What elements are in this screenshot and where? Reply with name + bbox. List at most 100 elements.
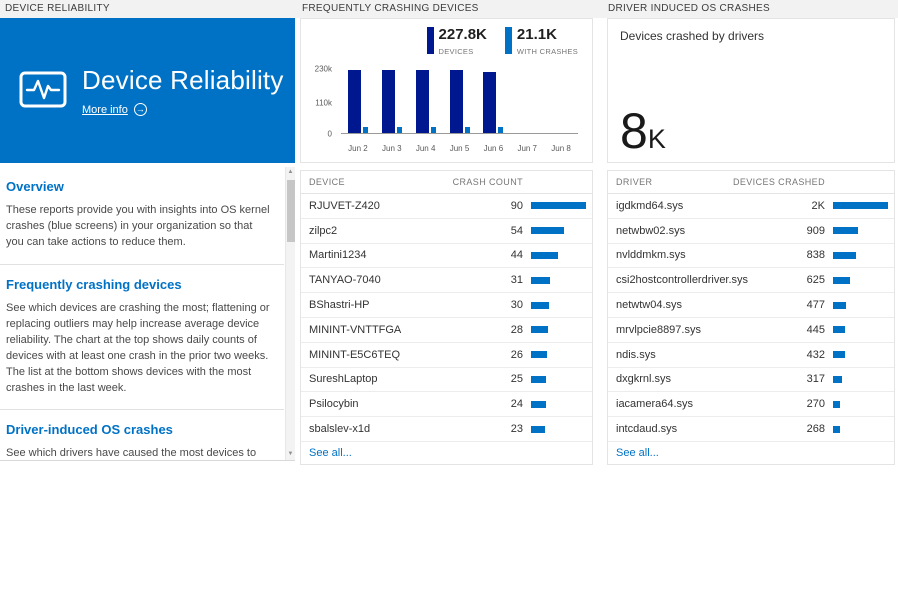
crash-trend-chart-card: 227.8K DEVICES 21.1K WITH CRASHES 230k 110k 0… <box>300 18 593 163</box>
scroll-down-arrow[interactable]: ▼ <box>287 451 294 457</box>
row-bar-fill <box>531 375 547 383</box>
row-value: 2K <box>811 199 825 212</box>
scrollbar[interactable]: ▲ ▼ <box>285 167 295 460</box>
table-row[interactable]: RJUVET-Z420 90 <box>301 194 592 219</box>
y-axis-tick: 0 <box>327 129 332 139</box>
x-axis-label: Jun 3 <box>382 143 402 153</box>
row-bar <box>833 301 888 309</box>
row-name: TANYAO-7040 <box>309 274 381 287</box>
row-value: 25 <box>510 373 523 386</box>
row-value: 445 <box>806 323 825 336</box>
info-section: Overview These reports provide you with i… <box>0 167 284 264</box>
row-bar <box>531 351 586 359</box>
row-bar-fill <box>531 276 550 284</box>
row-bar-fill <box>833 251 857 259</box>
table-row[interactable]: BShastri-HP 30 <box>301 293 592 318</box>
table-row[interactable]: netwbw02.sys 909 <box>608 219 894 244</box>
table-row[interactable]: MININT-E5C6TEQ 26 <box>301 343 592 368</box>
row-name: Psilocybin <box>309 398 359 411</box>
legend-label: DEVICES <box>438 46 474 56</box>
devices-bar <box>449 69 463 133</box>
table-row[interactable]: sbalslev-x1d 23 <box>301 417 592 442</box>
legend-value: 21.1K <box>516 26 557 43</box>
right-column: Devices crashed by drivers 8K DRIVER DEV… <box>607 18 895 465</box>
row-name: RJUVET-Z420 <box>309 199 380 212</box>
pulse-monitor-icon <box>18 69 68 113</box>
driver-table: DRIVER DEVICES CRASHED igdkmd64.sys 2K net… <box>607 170 895 465</box>
bar-group[interactable] <box>476 69 510 133</box>
device-see-all-link[interactable]: See all... <box>309 447 352 459</box>
table-row[interactable]: ndis.sys 432 <box>608 343 894 368</box>
device-reliability-tile[interactable]: Device Reliability More info → <box>0 18 295 163</box>
legend-text: 21.1K WITH CRASHES <box>516 26 578 56</box>
table-row[interactable]: csi2hostcontrollerdriver.sys 625 <box>608 268 894 294</box>
tile-text: Device Reliability More info → <box>82 65 284 116</box>
x-axis-label: Jun 5 <box>449 143 470 153</box>
table-row[interactable]: MININT-VNTTFGA 28 <box>301 318 592 343</box>
row-bar <box>531 326 586 334</box>
row-bar <box>833 351 888 359</box>
row-value: 28 <box>510 323 523 336</box>
table-row[interactable]: igdkmd64.sys 2K <box>608 194 894 219</box>
more-info-label: More info <box>82 103 128 116</box>
more-info-link[interactable]: More info → <box>82 103 284 116</box>
row-value: 90 <box>510 199 523 212</box>
legend-label: WITH CRASHES <box>516 46 578 56</box>
bar-group[interactable] <box>443 69 477 133</box>
info-panel-sections: Overview These reports provide you with i… <box>0 167 284 460</box>
table-row[interactable]: iacamera64.sys 270 <box>608 392 894 418</box>
info-section-heading: Driver-induced OS crashes <box>6 422 173 438</box>
table-row[interactable]: dxgkrnl.sys 317 <box>608 368 894 393</box>
row-value: 31 <box>510 274 523 287</box>
row-bar-fill <box>833 276 851 284</box>
row-bar <box>833 251 888 259</box>
table-row[interactable]: Martini1234 44 <box>301 244 592 269</box>
bar-group[interactable] <box>375 69 409 133</box>
bar-group[interactable] <box>510 69 544 133</box>
row-bar-fill <box>531 400 546 408</box>
device-table-header: DEVICE CRASH COUNT <box>301 171 592 194</box>
table-row[interactable]: nvlddmkm.sys 838 <box>608 244 894 269</box>
row-bar-fill <box>531 227 564 235</box>
row-bar <box>833 375 888 383</box>
row-name: SureshLaptop <box>309 373 378 386</box>
row-value: 268 <box>806 423 825 436</box>
row-name: mrvlpcie8897.sys <box>616 323 701 336</box>
legend-swatch <box>426 27 434 54</box>
table-row[interactable]: mrvlpcie8897.sys 445 <box>608 318 894 343</box>
device-column-header: DEVICE <box>309 177 345 187</box>
device-table: DEVICE CRASH COUNT RJUVET-Z420 90 zilpc2 54… <box>300 170 593 465</box>
info-section-heading: Overview <box>6 179 64 194</box>
legend-swatch <box>504 27 512 54</box>
driver-crash-summary-card[interactable]: Devices crashed by drivers 8K <box>607 18 895 163</box>
table-row[interactable]: zilpc2 54 <box>301 219 592 244</box>
bar-group[interactable] <box>409 69 443 133</box>
row-name: dxgkrnl.sys <box>616 373 672 386</box>
devices-bar <box>381 69 395 133</box>
scroll-up-arrow[interactable]: ▲ <box>287 169 294 175</box>
top-band: DEVICE RELIABILITY FREQUENTLY CRASHING D… <box>0 0 898 18</box>
row-value: 23 <box>510 423 523 436</box>
info-section: Driver-induced OS crashes See which drive… <box>0 409 284 460</box>
table-row[interactable]: netwtw04.sys 477 <box>608 293 894 318</box>
row-bar <box>531 202 586 210</box>
row-bar-fill <box>531 251 558 259</box>
y-axis-tick: 110k <box>315 98 332 108</box>
row-name: BShastri-HP <box>309 299 370 312</box>
row-bar-fill <box>833 326 846 334</box>
row-bar-fill <box>531 301 550 309</box>
table-row[interactable]: Psilocybin 24 <box>301 392 592 418</box>
with-crashes-bar <box>430 127 436 133</box>
table-row[interactable]: TANYAO-7040 31 <box>301 268 592 294</box>
chart-x-labels: Jun 2 Jun 3 Jun 4 Jun 5 Jun 6 Jun 7 Jun 8 <box>341 138 578 158</box>
row-value: 625 <box>806 274 825 287</box>
bar-group[interactable] <box>341 69 375 133</box>
row-bar-fill <box>833 227 858 235</box>
x-axis-label: Jun 8 <box>551 143 571 153</box>
driver-see-all-link[interactable]: See all... <box>616 447 659 459</box>
table-row[interactable]: SureshLaptop 25 <box>301 368 592 393</box>
scrollbar-thumb[interactable] <box>287 180 295 242</box>
table-row[interactable]: intcdaud.sys 268 <box>608 417 894 442</box>
bar-group[interactable] <box>544 69 578 133</box>
summary-subtitle: Devices crashed by drivers <box>620 29 765 43</box>
